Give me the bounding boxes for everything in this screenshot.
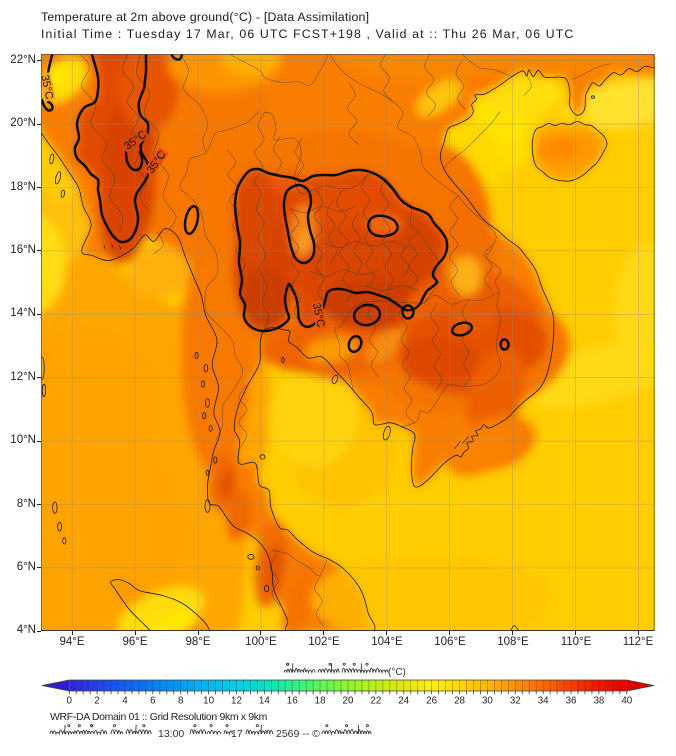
svg-text:2: 2 — [94, 696, 99, 707]
svg-text:34: 34 — [538, 696, 549, 707]
svg-text:16: 16 — [287, 696, 298, 707]
svg-text:36: 36 — [566, 696, 577, 707]
svg-text:22: 22 — [370, 696, 381, 707]
svg-text:(°C): (°C) — [388, 667, 406, 678]
svg-text:13:00: 13:00 — [158, 728, 184, 740]
svg-text:30: 30 — [482, 696, 493, 707]
svg-text:0: 0 — [66, 696, 72, 707]
svg-text:38: 38 — [593, 696, 604, 707]
svg-text:40: 40 — [621, 696, 632, 707]
svg-text:8: 8 — [178, 696, 184, 707]
svg-text:17: 17 — [231, 728, 243, 740]
svg-text:26: 26 — [426, 696, 437, 707]
svg-text:35°C: 35°C — [41, 74, 55, 101]
svg-text:6: 6 — [150, 696, 156, 707]
svg-text:32: 32 — [510, 696, 521, 707]
svg-text:24: 24 — [398, 696, 409, 707]
svg-text:28: 28 — [454, 696, 465, 707]
svg-text:10: 10 — [203, 696, 214, 707]
svg-text:18: 18 — [315, 696, 326, 707]
svg-text:35°C: 35°C — [310, 302, 327, 329]
svg-text:12: 12 — [231, 696, 242, 707]
svg-text:14: 14 — [259, 696, 270, 707]
svg-text:4: 4 — [122, 696, 128, 707]
svg-text:20: 20 — [343, 696, 354, 707]
svg-text:2569 -- ©: 2569 -- © — [276, 728, 320, 740]
